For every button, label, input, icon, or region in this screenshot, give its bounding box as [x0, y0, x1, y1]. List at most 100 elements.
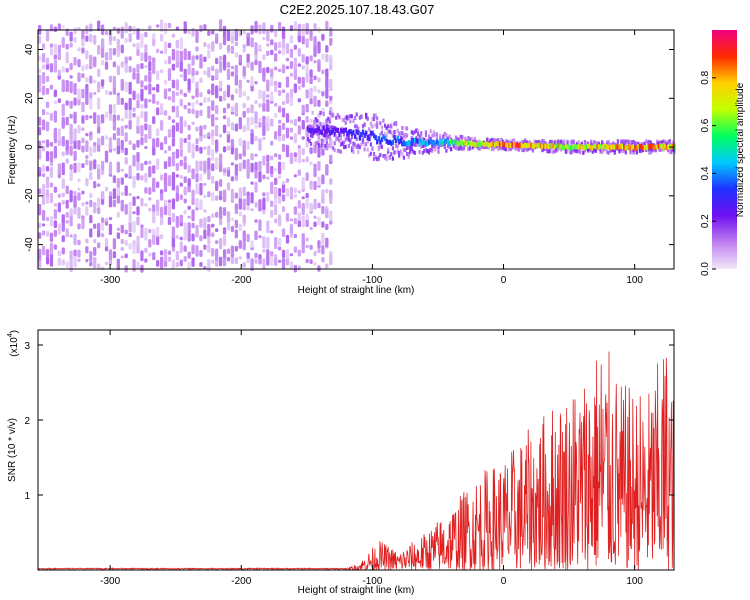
- heat-cell: [222, 107, 227, 114]
- heat-cell: [226, 166, 231, 171]
- heat-cell: [45, 88, 50, 95]
- heat-cell: [65, 219, 69, 224]
- heat-cell: [588, 146, 591, 151]
- heat-cell: [242, 102, 246, 109]
- heat-cell: [385, 157, 388, 162]
- heat-cell: [601, 150, 604, 155]
- heat-cell: [215, 125, 219, 137]
- heat-cell: [144, 74, 148, 82]
- heat-cell: [594, 148, 597, 153]
- heat-cell: [49, 84, 54, 90]
- heat-cell: [546, 148, 549, 153]
- heat-cell: [100, 85, 105, 90]
- heat-cell: [211, 65, 215, 72]
- heat-cell: [601, 144, 604, 150]
- heat-cell: [128, 193, 132, 197]
- heat-cell: [203, 56, 207, 62]
- heat-cell: [388, 155, 391, 160]
- heat-cell: [120, 125, 124, 137]
- heat-cell: [503, 146, 506, 151]
- heat-cell: [319, 110, 322, 115]
- heat-cell: [285, 178, 290, 183]
- y-tick-label: -20: [24, 188, 35, 203]
- heat-cell: [277, 119, 282, 124]
- heat-cell: [390, 152, 393, 157]
- heat-cell: [443, 144, 446, 149]
- heat-cell: [191, 257, 195, 267]
- heat-cell: [293, 217, 298, 225]
- heat-cell: [623, 139, 626, 144]
- heat-cell: [313, 44, 317, 57]
- heat-cell: [262, 54, 266, 60]
- heat-cell: [159, 174, 164, 181]
- heat-cell: [561, 140, 564, 145]
- heat-cell: [418, 134, 421, 139]
- heat-cell: [301, 177, 305, 190]
- heat-cell: [89, 146, 93, 157]
- heat-cell: [85, 238, 89, 244]
- heat-cell: [108, 223, 113, 236]
- heat-cell: [402, 147, 406, 152]
- heat-cell: [116, 114, 120, 121]
- heat-cell: [528, 146, 531, 151]
- heat-cell: [453, 139, 456, 145]
- heat-cell: [175, 122, 179, 132]
- heat-cell: [148, 187, 152, 195]
- heat-cell: [520, 148, 524, 153]
- heat-cell: [238, 117, 242, 130]
- heat-cell: [461, 146, 464, 151]
- heat-cell: [171, 63, 176, 71]
- heat-cell: [81, 190, 85, 195]
- heat-cell: [108, 137, 113, 150]
- heat-cell: [533, 139, 536, 144]
- heat-cell: [195, 160, 199, 173]
- heat-cell: [258, 254, 262, 259]
- heat-cell: [207, 49, 211, 59]
- heat-cell: [187, 108, 191, 114]
- heat-cell: [124, 132, 128, 142]
- heat-cell: [555, 148, 558, 153]
- heat-cell: [179, 175, 183, 179]
- heat-cell: [156, 70, 160, 81]
- heat-cell: [167, 132, 172, 138]
- heat-cell: [357, 149, 360, 154]
- heat-cell: [379, 132, 382, 137]
- heat-cell: [382, 118, 385, 123]
- heat-cell: [274, 80, 278, 86]
- heat-cell: [560, 139, 563, 144]
- heat-cell: [289, 136, 294, 140]
- heat-cell: [635, 145, 639, 151]
- heat-cell: [100, 191, 105, 200]
- heat-cell: [270, 155, 274, 161]
- heat-cell: [361, 139, 365, 144]
- heat-cell: [492, 147, 495, 152]
- heat-cell: [222, 90, 227, 101]
- heat-cell: [412, 137, 415, 143]
- heat-cell: [41, 191, 46, 205]
- heat-cell: [435, 136, 439, 141]
- heat-cell: [542, 142, 546, 148]
- heat-cell: [187, 50, 191, 61]
- heat-cell: [222, 235, 227, 246]
- heat-cell: [448, 134, 451, 139]
- heat-cell: [671, 140, 675, 145]
- heat-cell: [156, 100, 160, 105]
- heat-cell: [140, 227, 144, 239]
- heat-cell: [335, 127, 338, 133]
- heat-cell: [152, 86, 156, 91]
- heat-cell: [246, 158, 250, 169]
- heat-cell: [274, 30, 278, 38]
- heat-cell: [61, 162, 65, 176]
- heat-cell: [258, 219, 262, 232]
- heat-cell: [398, 150, 401, 155]
- heat-cell: [254, 230, 258, 241]
- heat-cell: [215, 228, 219, 232]
- heat-cell: [646, 141, 649, 146]
- heat-cell: [454, 145, 457, 150]
- heat-cell: [69, 170, 73, 182]
- heat-cell: [116, 65, 120, 76]
- heat-cell: [514, 145, 517, 150]
- heat-cell: [65, 79, 69, 92]
- heat-cell: [366, 135, 370, 141]
- heat-cell: [250, 240, 254, 248]
